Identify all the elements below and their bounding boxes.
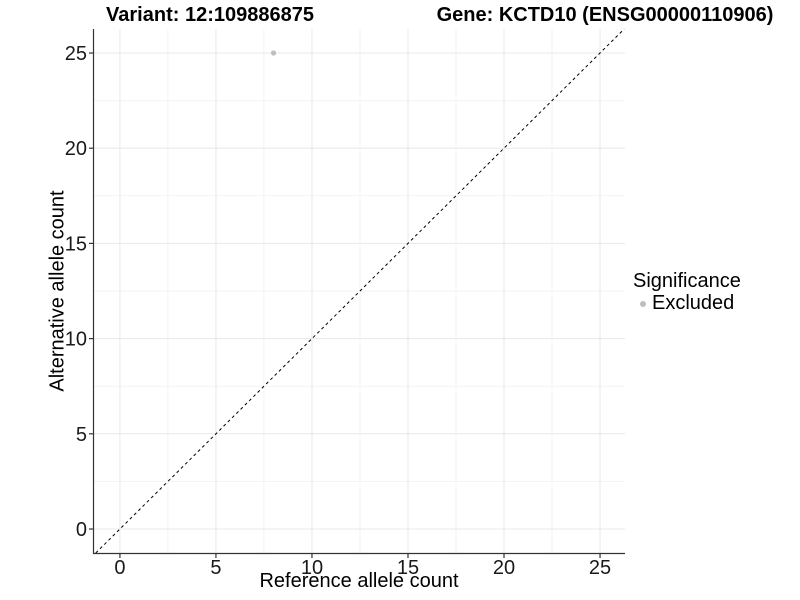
legend: Significance Excluded [633,271,741,314]
x-tick-label: 20 [493,557,515,579]
x-tick-label: 25 [589,557,611,579]
legend-point-icon [640,300,646,307]
y-tick-label: 0 [76,519,87,541]
y-tick-label: 20 [65,138,87,160]
variant-title: Variant: 12:109886875 [106,4,314,26]
y-tick-label: 5 [76,424,87,446]
y-axis-title: Alternative allele count [46,190,69,392]
gene-title: Gene: KCTD10 (ENSG00000110906) [436,4,774,26]
y-tick-label: 15 [65,233,87,255]
y-tick-label: 10 [65,329,87,351]
y-tick-label: 25 [65,43,87,65]
data-point [270,50,277,56]
legend-title: Significance [633,270,741,292]
x-tick-label: 10 [301,557,323,579]
legend-item-label: Excluded [652,292,735,314]
legend-item-excluded: Excluded [633,293,741,314]
x-tick-label: 0 [114,557,125,579]
x-tick-label: 15 [397,557,419,579]
x-axis-title: Reference allele count [259,570,459,592]
identity-line [95,28,625,554]
x-tick-label: 5 [210,557,221,579]
